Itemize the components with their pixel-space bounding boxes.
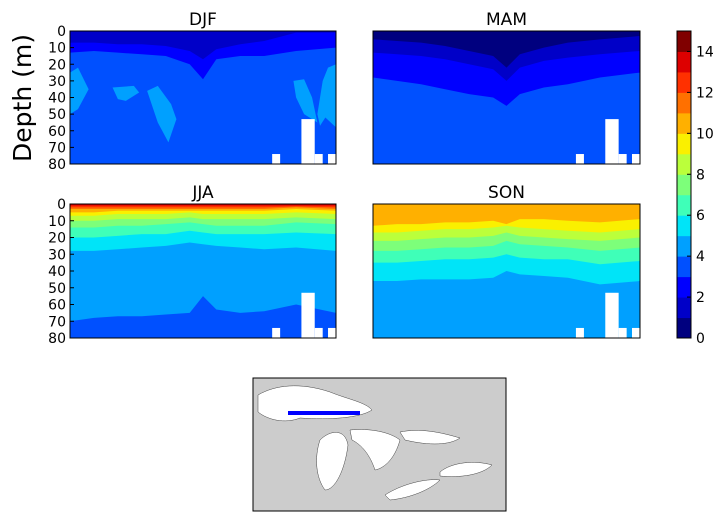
nodata-region (605, 119, 619, 164)
colorbar-swatch-0 (677, 317, 691, 339)
y-tick-label: 50 (48, 107, 66, 123)
nodata-region (618, 154, 627, 164)
colorbar-tick-label: 0 (696, 331, 705, 347)
y-tick-label: 10 (48, 41, 66, 57)
panel-frame (372, 203, 641, 339)
y-tick-label: 60 (48, 124, 66, 140)
lake-ontario (439, 462, 493, 477)
colorbar-swatch-11 (677, 92, 691, 114)
colorbar-swatch-4 (677, 235, 691, 257)
y-tick-label: 20 (48, 231, 66, 247)
y-tick-label: 80 (48, 331, 66, 347)
y-tick-label: 0 (57, 24, 66, 40)
nodata-region (328, 327, 336, 338)
contour-patch-level-4 (70, 67, 89, 115)
y-axis-label: Depth (m) (8, 34, 37, 162)
panel-title: SON (488, 183, 525, 203)
y-tick-label: 70 (48, 140, 66, 156)
lake-erie (384, 479, 441, 501)
y-tick-label: 30 (48, 74, 66, 90)
y-tick-label: 10 (48, 214, 66, 230)
colorbar-swatch-7 (677, 174, 691, 196)
nodata-region (631, 154, 640, 164)
y-tick-label: 20 (48, 57, 66, 73)
panel-title: MAM (486, 10, 527, 30)
colorbar-tick-label: 6 (696, 208, 705, 224)
y-tick-label: 50 (48, 281, 66, 297)
nodata-region (301, 119, 315, 164)
inset-map (252, 377, 507, 512)
colorbar-swatch-8 (677, 153, 691, 175)
y-tick-label: 30 (48, 247, 66, 263)
panel-mam: MAM (372, 10, 641, 165)
contour-band-level-1 (70, 31, 336, 60)
colorbar-swatch-6 (677, 194, 691, 216)
nodata-region (314, 327, 323, 338)
contour-patch-level-4 (147, 85, 177, 143)
colorbar-tick-label: 8 (696, 167, 705, 183)
y-tick-label: 70 (48, 314, 66, 330)
colorbar-swatch-12 (677, 71, 691, 93)
y-tick-label: 40 (48, 264, 66, 280)
contour-patch-level-4 (293, 79, 318, 123)
y-tick-label: 60 (48, 298, 66, 314)
nodata-region (328, 154, 336, 164)
nodata-region (314, 154, 323, 164)
panel-title: DJF (189, 10, 217, 30)
colorbar-tick-label: 4 (696, 249, 705, 265)
colorbar-swatch-1 (677, 297, 691, 319)
panel-title: JJA (191, 183, 214, 203)
nodata-region (575, 154, 584, 164)
colorbar-swatch-14 (677, 31, 691, 52)
nodata-region (618, 327, 627, 338)
colorbar-swatch-10 (677, 112, 691, 134)
colorbar-swatch-2 (677, 276, 691, 298)
colorbar-tick-label: 10 (696, 126, 714, 142)
colorbar-swatch-9 (677, 133, 691, 155)
contour-patch-level-4 (317, 64, 336, 128)
y-tick-label: 40 (48, 91, 66, 107)
colorbar-swatch-5 (677, 215, 691, 237)
nodata-region (575, 327, 584, 338)
lake-huron (349, 429, 401, 471)
lake-michigan (316, 432, 349, 491)
georgian-bay (399, 430, 461, 445)
colorbar-tick-label: 12 (696, 85, 714, 101)
nodata-region (631, 327, 640, 338)
y-tick-label: 0 (57, 197, 66, 213)
panel-son: SON (372, 183, 641, 339)
y-tick-label: 80 (48, 157, 66, 173)
colorbar-frame (676, 30, 692, 339)
nodata-region (605, 292, 619, 338)
nodata-region (272, 154, 281, 164)
contour-band-level-10 (373, 204, 640, 226)
contour-patch-level-4 (112, 85, 140, 101)
colorbar-tick-label: 14 (696, 44, 714, 60)
panel-frame (372, 30, 641, 165)
nodata-region (272, 327, 281, 338)
nodata-region (301, 292, 315, 338)
colorbar-tick-label: 2 (696, 290, 705, 306)
contour-band-level-0 (373, 31, 640, 68)
colorbar: 0 2 4 6 8 10 12 14 (676, 30, 714, 347)
colorbar-swatch-3 (677, 256, 691, 278)
colorbar-swatch-13 (677, 51, 691, 73)
